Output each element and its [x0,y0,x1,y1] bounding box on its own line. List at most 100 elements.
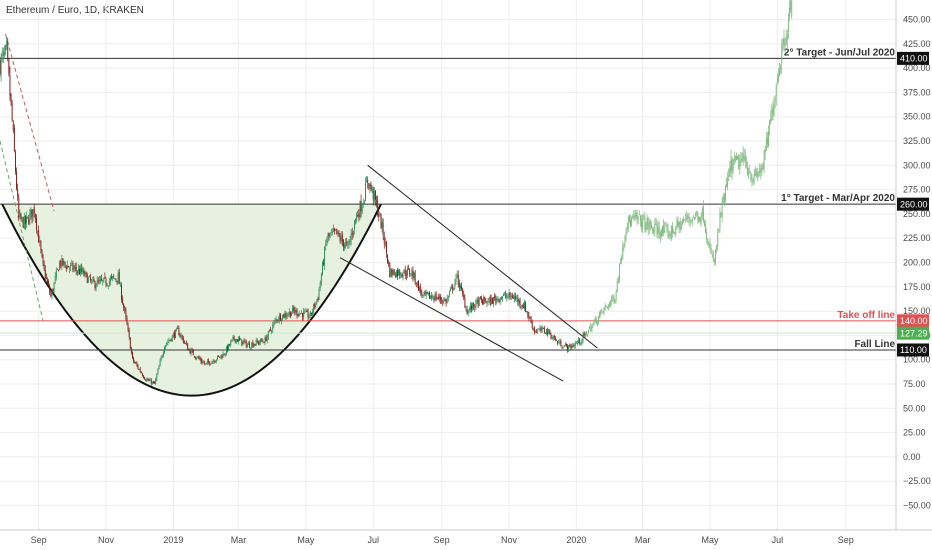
projection-candle-body [784,43,786,47]
candle-body [100,279,101,281]
level-annotation: Take off line [837,310,895,321]
candle-body [347,243,349,245]
candle-body [361,206,363,212]
candle-body [405,274,407,276]
candle-body [283,313,285,318]
candle-body [371,187,373,191]
candle-body [182,337,184,343]
projection-candle-body [660,232,662,237]
candle-body [150,379,152,384]
projection-candle-body [790,1,792,10]
candle-body [302,313,304,318]
candle-body [278,315,280,321]
projection-candle-body [622,246,624,259]
candle-body [550,333,552,339]
candle-body [294,309,296,313]
candle-body [231,339,233,342]
projection-candle-body [665,225,667,227]
candle-body [138,369,140,371]
candle-body [295,309,297,313]
candle-body [19,213,21,218]
candle-body [225,347,227,354]
candle-body [33,207,35,214]
candle-body [307,311,309,318]
candle-body [64,262,66,265]
candle-body [275,319,277,321]
candle-body [102,280,104,282]
candle-body [536,331,538,333]
candle-body [118,272,120,285]
candle-body [282,314,284,320]
candle-body [265,337,267,342]
time-axis[interactable]: Sep Nov 2019 Mar May Jul Sep Nov 2020 Mar May Jul Se… [0,529,932,550]
candle-body [406,268,408,276]
candle-body [578,338,580,344]
price-badge-label: 140.00 [900,316,928,326]
candle-body [299,313,301,315]
candle-body [224,353,226,356]
candle-body [29,213,31,224]
projection-candle-body [668,234,670,237]
candle-body [155,378,157,384]
candle-body [62,258,64,266]
candle-body [159,360,161,366]
candle-body [60,260,62,267]
candle-body [260,339,262,344]
candle-body [298,313,300,317]
candle-body [365,183,366,201]
price-axis[interactable]: 450.00 425.00 400.00 375.00 350.00 325.00 300.… [895,0,932,550]
candle-body [582,334,584,341]
x-tick-label: Sep [838,535,854,545]
candle-body [546,328,548,335]
candle-body [124,307,126,311]
candle-body [324,247,326,266]
projection-candle-body [772,109,774,114]
price-badge-label: 127.29 [900,328,928,338]
candle-body [331,231,333,234]
candle-body [253,344,255,348]
projection-candle-body [635,213,637,217]
candle-body [409,269,411,275]
candle-body [421,291,423,296]
candle-body [507,296,509,298]
projection-candle-body [773,104,775,116]
projection-candle-body [648,222,650,229]
projection-candle-body [630,220,631,227]
candle-body [574,343,576,346]
projection-candle-body [730,157,732,171]
candle-body [526,311,528,313]
candle-body [410,274,412,276]
candle-body [98,279,100,283]
candle-body [292,307,294,313]
candle-body [166,343,168,345]
candle-body [321,262,323,275]
x-tick-label: Sep [434,535,450,545]
y-tick-label: 375.00 [903,87,931,97]
candle-body [446,297,448,303]
candle-body [393,269,395,275]
projection-candle-body [729,167,731,174]
candle-body [363,201,365,204]
candle-body [291,313,292,316]
candle-body [105,279,107,285]
candle-body [5,45,6,51]
candle-body [165,345,167,349]
candle-body [313,304,315,313]
projection-candle-body [625,229,627,236]
candle-body [515,295,517,299]
projection-candle-body [686,214,688,220]
projection-candle-body [601,310,603,312]
candle-body [528,315,530,319]
candle-body [561,347,563,349]
dashed-trend-line [0,140,44,321]
candle-body [241,339,243,345]
candle-body [495,297,497,302]
candle-body [116,280,118,282]
candle-body [437,297,439,299]
candle-body [334,228,336,231]
candle-body [584,332,586,336]
candle-body [424,291,426,295]
candle-body [77,268,79,272]
candle-body [344,245,345,248]
